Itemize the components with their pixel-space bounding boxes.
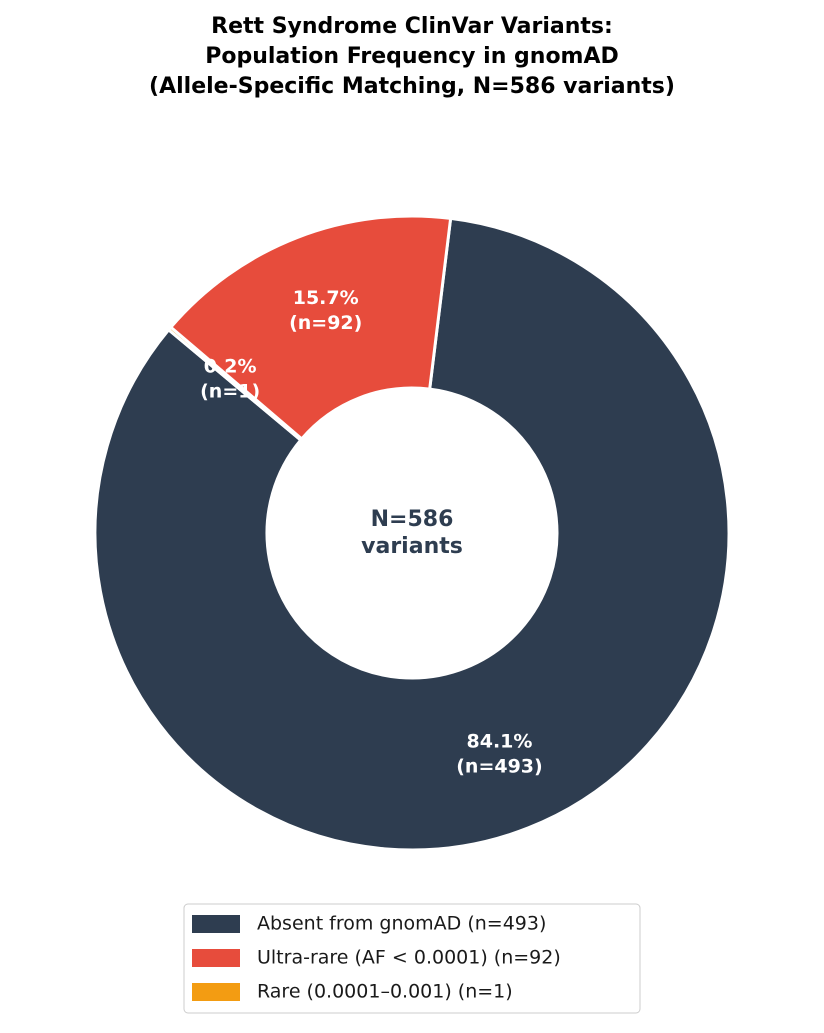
data-label: (n=493)	[456, 755, 542, 777]
chart-title: Rett Syndrome ClinVar Variants: Populati…	[149, 14, 675, 99]
title-line: Rett Syndrome ClinVar Variants:	[211, 14, 613, 39]
legend-label: Absent from gnomAD (n=493)	[257, 913, 546, 935]
data-labels: 84.1% (n=493) 0.2% (n=1) 15.7% (n=92)	[200, 287, 543, 777]
donut-slice	[168, 214, 453, 441]
title-line: (Allele-Specific Matching, N=586 variant…	[149, 74, 675, 99]
legend-swatch	[192, 949, 240, 967]
donut-slice	[93, 216, 731, 852]
legend-swatch	[192, 983, 240, 1001]
title-line: Population Frequency in gnomAD	[205, 44, 619, 69]
legend-swatch	[192, 915, 240, 933]
legend-box	[183, 903, 641, 1014]
legend-label: Rare (0.0001–0.001) (n=1)	[257, 981, 513, 1003]
center-label: variants	[361, 534, 463, 559]
data-label: 0.2%	[204, 355, 257, 377]
data-label: (n=92)	[289, 312, 362, 334]
donut	[93, 214, 731, 852]
center-label: N=586	[371, 507, 454, 532]
data-label: 15.7%	[293, 287, 359, 309]
data-label: 84.1%	[467, 730, 533, 752]
legend-label: Ultra-rare (AF < 0.0001) (n=92)	[257, 947, 561, 969]
legend: Absent from gnomAD (n=493) Ultra-rare (AF…	[192, 913, 561, 1003]
data-label: (n=1)	[200, 380, 260, 402]
